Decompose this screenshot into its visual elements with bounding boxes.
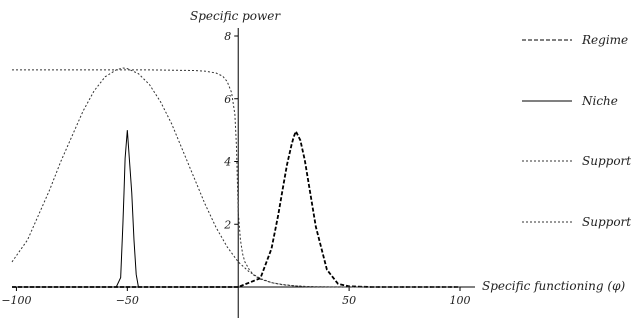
series-layer — [11, 67, 460, 288]
legend-label: Niche — [581, 94, 618, 108]
axes: −100 −50 50 100 2 4 6 8 — [1, 28, 475, 318]
series-3-line — [11, 67, 460, 288]
y-tick-label: 8 — [224, 30, 231, 43]
series-4-line — [12, 69, 460, 288]
x-tick-label: 50 — [342, 294, 356, 307]
legend-label: Support — [582, 154, 631, 168]
x-tick-label: 100 — [450, 294, 471, 307]
x-axis-label: Specific functioning (φ) — [482, 279, 625, 293]
x-tick-label: −100 — [1, 294, 31, 307]
y-tick-label: 6 — [224, 93, 231, 106]
y-axis-label: Specific power — [190, 9, 281, 23]
legend-label: Support — [582, 215, 631, 229]
labels: Specific power Specific functioning (φ) — [190, 9, 625, 293]
series-1-line — [12, 129, 460, 288]
series-2-line — [12, 130, 460, 288]
legend: Regime Niche Support Support — [522, 33, 631, 229]
y-tick-label: 4 — [223, 156, 231, 169]
legend-label: Regime — [581, 33, 628, 47]
y-tick-label: 2 — [223, 218, 231, 231]
x-tick-label: −50 — [116, 294, 139, 307]
